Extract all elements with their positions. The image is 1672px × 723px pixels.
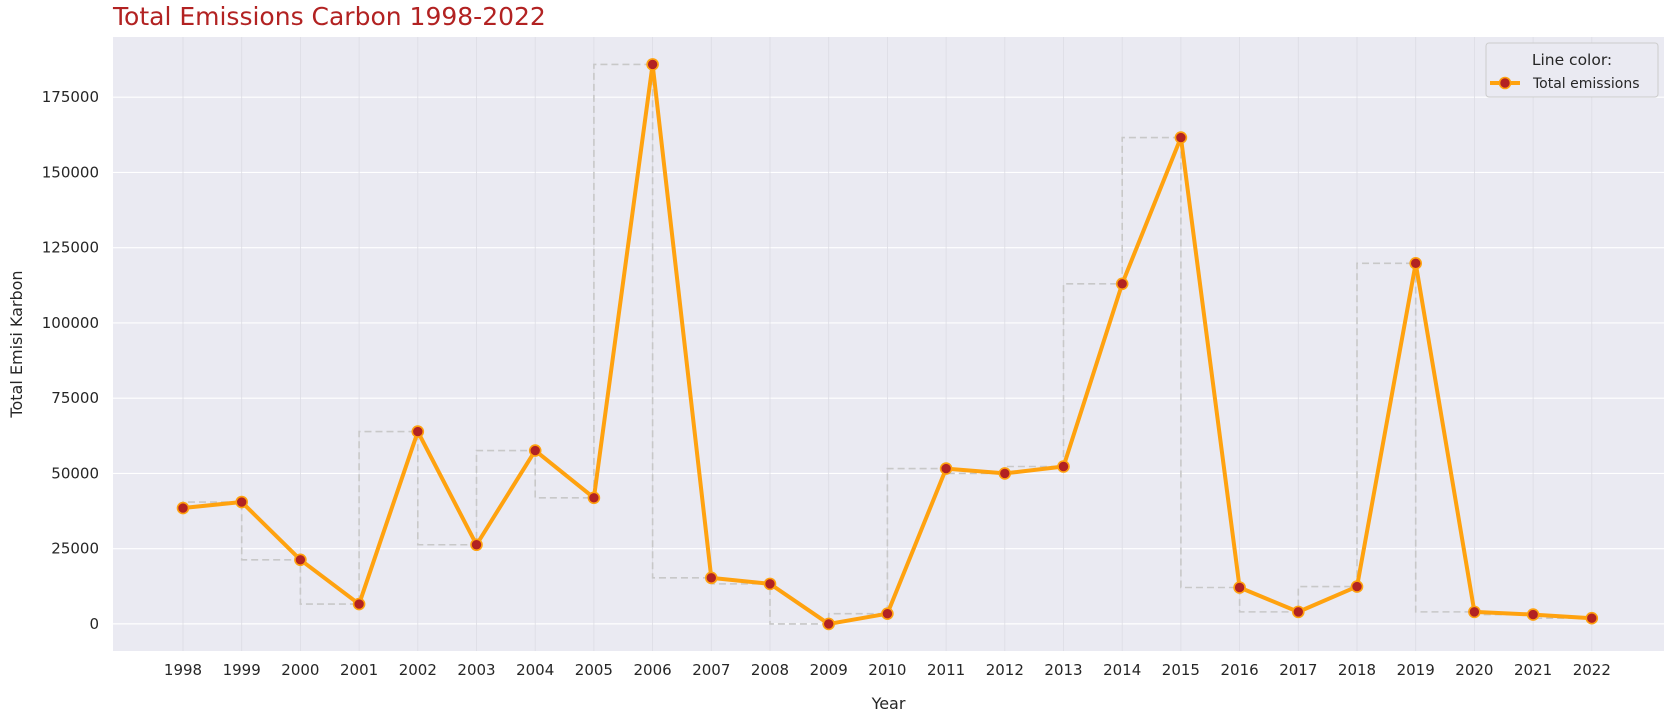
x-tick-label: 2001 <box>340 661 378 679</box>
x-tick-label: 2010 <box>868 661 906 679</box>
legend-title: Line color: <box>1532 51 1612 69</box>
x-tick-label: 2017 <box>1279 661 1317 679</box>
data-point <box>881 607 894 620</box>
y-tick-label: 125000 <box>42 239 99 257</box>
x-tick-label: 2015 <box>1162 661 1200 679</box>
x-tick-label: 2019 <box>1397 661 1435 679</box>
legend-marker-swatch <box>1498 76 1512 90</box>
legend-box <box>1485 42 1659 98</box>
data-point <box>1468 605 1481 619</box>
x-tick-label: 2011 <box>927 661 965 679</box>
data-point <box>411 425 425 438</box>
y-tick-label: 0 <box>89 615 99 633</box>
legend-series-label: Total emissions <box>1532 76 1640 92</box>
data-point <box>352 597 366 611</box>
x-axis-label: Year <box>871 694 906 713</box>
x-tick-label: 2022 <box>1573 661 1611 679</box>
data-point <box>294 553 307 567</box>
data-point <box>1526 608 1540 621</box>
y-tick-label: 25000 <box>51 540 99 558</box>
data-point <box>528 444 542 457</box>
series-group <box>176 58 1599 631</box>
x-tick-label: 2012 <box>986 661 1024 679</box>
data-point <box>1409 257 1422 270</box>
plot-area <box>113 37 1664 651</box>
x-tick-label: 2021 <box>1514 661 1552 679</box>
y-tick-label: 150000 <box>42 163 99 181</box>
y-axis-label: Total Emisi Karbon <box>7 270 26 418</box>
x-tick-label: 1998 <box>164 661 202 679</box>
x-tick-label: 2018 <box>1338 661 1376 679</box>
data-point <box>646 58 659 71</box>
data-point <box>763 577 777 591</box>
x-tick-labels: 1998 1999 2000 2001 2002 2003 2004 2005 2006 2007… <box>164 661 1611 679</box>
x-tick-label: 2003 <box>457 661 495 679</box>
x-tick-label: 2007 <box>692 661 730 679</box>
data-point <box>235 495 248 509</box>
data-point <box>1115 277 1129 291</box>
data-point <box>998 467 1012 480</box>
x-tick-label: 2016 <box>1221 661 1259 679</box>
data-point <box>176 501 190 515</box>
x-tick-label: 1999 <box>223 661 261 679</box>
y-tick-label: 100000 <box>42 314 99 332</box>
x-tick-label: 2000 <box>281 661 319 679</box>
x-tick-label: 2004 <box>516 661 554 679</box>
y-tick-label: 50000 <box>51 464 99 482</box>
grid-lines <box>113 37 1664 651</box>
x-tick-label: 2013 <box>1044 661 1082 679</box>
x-tick-label: 2005 <box>575 661 613 679</box>
x-tick-label: 2002 <box>399 661 437 679</box>
data-point <box>1174 131 1188 144</box>
y-tick-label: 75000 <box>51 389 99 407</box>
x-tick-label: 2014 <box>1103 661 1141 679</box>
y-tick-labels: 0 25000 50000 75000 100000 125000 150000 175000 <box>42 88 99 633</box>
data-point <box>1057 460 1070 473</box>
x-tick-label: 2008 <box>751 661 789 679</box>
data-point <box>1585 611 1599 625</box>
data-point <box>470 538 483 552</box>
x-tick-label: 2009 <box>810 661 848 679</box>
data-point <box>587 491 601 505</box>
data-point <box>704 571 718 585</box>
x-tick-label: 2006 <box>634 661 672 679</box>
legend: Line color: Total emissions <box>1485 42 1659 98</box>
x-tick-label: 2020 <box>1455 661 1493 679</box>
data-point <box>1292 605 1305 619</box>
data-point <box>939 462 953 475</box>
y-tick-label: 175000 <box>42 88 99 106</box>
chart-title: Total Emissions Carbon 1998-2022 <box>113 2 546 31</box>
data-point <box>1233 581 1246 594</box>
data-point <box>822 617 836 631</box>
data-point <box>1350 580 1364 593</box>
